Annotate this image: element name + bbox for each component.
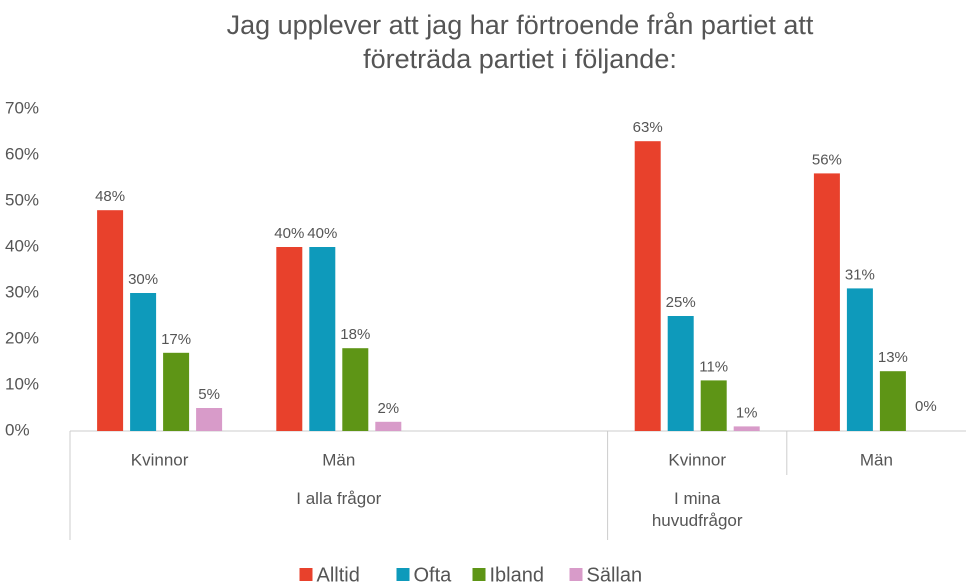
x-tick-label: Män: [322, 450, 355, 469]
y-tick-label: 60%: [5, 144, 39, 163]
bar: [342, 348, 369, 431]
parent-label-box: I alla frågor: [296, 489, 382, 508]
bar: [879, 371, 906, 431]
parent-category-label: I mina huvudfrågor: [651, 489, 743, 530]
data-label: 25%: [666, 294, 696, 311]
data-label: 40%: [307, 225, 337, 242]
data-label: 40%: [274, 225, 304, 242]
data-label: 0%: [915, 398, 937, 415]
legend-swatch: [299, 568, 313, 581]
legend-swatch: [569, 568, 583, 581]
legend-swatch: [396, 568, 410, 581]
y-tick-label: 0%: [5, 420, 30, 439]
x-tick-label: Kvinnor: [131, 450, 189, 469]
data-label: 63%: [633, 119, 663, 136]
y-tick-label: 30%: [5, 282, 39, 301]
bar: [700, 380, 727, 431]
y-tick-label: 50%: [5, 190, 39, 209]
parent-label-box: I mina huvudfrågor: [651, 489, 743, 530]
legend-label: Sällan: [587, 564, 643, 586]
bar: [309, 247, 336, 431]
y-tick-label: 20%: [5, 328, 39, 347]
data-label: 18%: [340, 326, 370, 343]
legend-label: Ibland: [490, 564, 545, 586]
bar: [163, 352, 190, 431]
parent-category-label: I alla frågor: [296, 489, 382, 508]
x-tick-label: Män: [860, 450, 893, 469]
bar: [667, 316, 694, 431]
legend-label: Ofta: [414, 564, 453, 586]
legend: Alltid Ofta Ibland Sällan: [299, 564, 643, 586]
data-label: 31%: [845, 266, 875, 283]
legend-swatch: [472, 568, 486, 581]
bar: [97, 210, 124, 431]
bar: [130, 293, 157, 431]
bar: [375, 421, 402, 431]
bar: [276, 247, 303, 431]
y-tick-label: 10%: [5, 374, 39, 393]
bar: [846, 288, 873, 431]
data-label: 1%: [736, 404, 758, 421]
legend-label: Alltid: [317, 564, 360, 586]
bar: [634, 141, 661, 431]
bar: [813, 173, 840, 431]
chart-title: Jag upplever att jag har förtroende från…: [226, 10, 814, 74]
y-tick-label: 70%: [5, 98, 39, 117]
data-label: 56%: [812, 151, 842, 168]
data-label: 5%: [198, 386, 220, 403]
data-label: 17%: [161, 331, 191, 348]
data-label: 2%: [377, 400, 399, 417]
bar: [196, 408, 223, 431]
data-label: 30%: [128, 271, 158, 288]
y-tick-label: 40%: [5, 236, 39, 255]
data-label: 11%: [699, 358, 728, 375]
x-tick-label: Kvinnor: [668, 450, 726, 469]
data-label: 48%: [95, 188, 125, 205]
data-label: 13%: [878, 349, 908, 366]
bar: [733, 426, 760, 431]
